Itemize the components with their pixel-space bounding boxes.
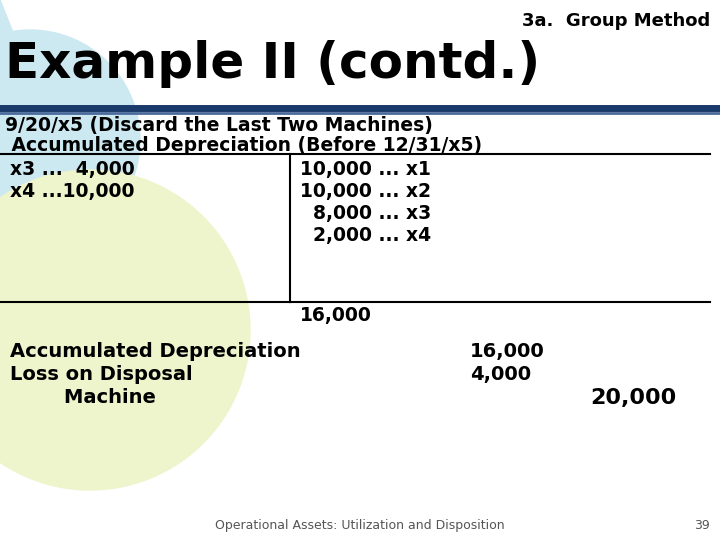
Text: Operational Assets: Utilization and Disposition: Operational Assets: Utilization and Disp… [215, 519, 505, 532]
Text: 20,000: 20,000 [590, 388, 676, 408]
Text: 3a.  Group Method: 3a. Group Method [522, 12, 710, 30]
Text: x4 ...10,000: x4 ...10,000 [10, 182, 135, 201]
Text: 16,000: 16,000 [470, 342, 545, 361]
Text: Accumulated Depreciation: Accumulated Depreciation [10, 342, 301, 361]
Text: 4,000: 4,000 [470, 365, 531, 384]
Text: Example II (contd.): Example II (contd.) [5, 40, 540, 88]
Text: 9/20/x5 (Discard the Last Two Machines): 9/20/x5 (Discard the Last Two Machines) [5, 116, 433, 135]
Text: 2,000 ... x4: 2,000 ... x4 [300, 226, 431, 245]
Text: Machine: Machine [10, 388, 156, 407]
Text: 16,000: 16,000 [300, 306, 372, 325]
Text: Accumulated Depreciation (Before 12/31/x5): Accumulated Depreciation (Before 12/31/x… [5, 136, 482, 155]
Text: 10,000 ... x2: 10,000 ... x2 [300, 182, 431, 201]
Text: 8,000 ... x3: 8,000 ... x3 [300, 204, 431, 223]
Text: 39: 39 [694, 519, 710, 532]
Text: Loss on Disposal: Loss on Disposal [10, 365, 193, 384]
Circle shape [0, 30, 140, 250]
Text: 10,000 ... x1: 10,000 ... x1 [300, 160, 431, 179]
Circle shape [0, 170, 250, 490]
Text: x3 ...  4,000: x3 ... 4,000 [10, 160, 135, 179]
Polygon shape [0, 0, 60, 230]
